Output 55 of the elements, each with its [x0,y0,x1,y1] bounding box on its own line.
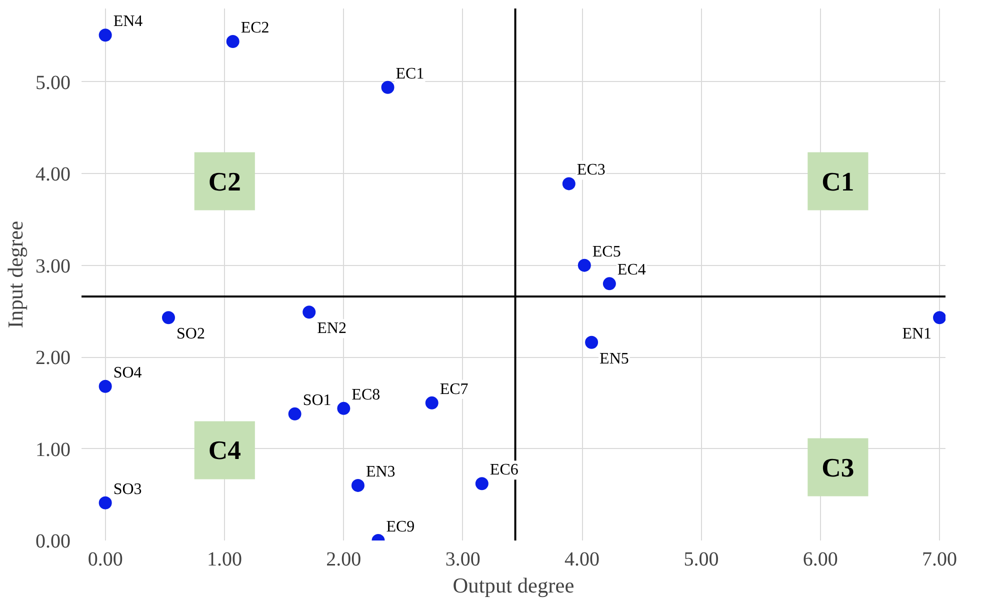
point [288,407,302,420]
y-tick-label: 1.00 [36,438,70,461]
x-axis-title: Output degree [452,574,574,598]
annotation: C3 [822,452,854,482]
x-tick-label: 4.00 [564,548,600,570]
point [578,258,591,272]
y-tick-label: 0.00 [36,530,70,552]
point [381,80,394,94]
point [226,35,240,48]
point [475,477,488,490]
x-tick-label: 7.00 [922,548,958,570]
series-label: EC5 [592,243,621,260]
series-label: SO1 [302,392,332,409]
series-label: SO2 [176,326,205,343]
point [98,28,112,42]
series-label: EN5 [600,350,629,368]
series-label: EN4 [113,13,143,30]
point [98,496,112,510]
series-label: EC6 [490,462,518,479]
point [351,478,364,492]
x-tick-label: 3.00 [445,548,480,570]
annotation: C4 [208,435,241,466]
point [98,380,112,393]
series-label: EC9 [386,518,415,536]
series-label: EC4 [617,262,646,279]
y-tick-label: 3.00 [36,255,70,278]
point [585,336,598,349]
y-tick-label: 4.00 [36,164,70,186]
y-axis-title: Input degree [4,220,28,328]
point [302,306,316,319]
point [425,396,438,410]
x-tick-label: 6.00 [802,548,838,570]
point [337,402,350,415]
x-tick-label: 0.00 [88,548,123,570]
series-label: EC8 [352,386,380,404]
x-tick-label: 2.00 [326,548,362,570]
y-tick-label: 2.00 [36,347,70,370]
series-label: EN2 [317,320,346,338]
x-tick-label: 1.00 [207,548,242,570]
point [162,311,175,324]
series-label: SO3 [113,480,142,498]
annotation: C2 [208,166,241,196]
series-label: EC3 [576,162,606,179]
series-label: EN1 [902,326,932,343]
series-label: SO4 [113,364,142,382]
series-label: EC2 [240,20,270,37]
x-tick-label: 5.00 [684,548,719,570]
point [602,277,616,290]
series-label: EC7 [440,380,468,398]
point [933,311,946,324]
series-label: EC1 [396,65,424,82]
y-tick-label: 5.00 [36,72,70,94]
point [562,177,576,190]
annotation: C1 [822,166,854,196]
series-label: EN3 [366,463,396,480]
